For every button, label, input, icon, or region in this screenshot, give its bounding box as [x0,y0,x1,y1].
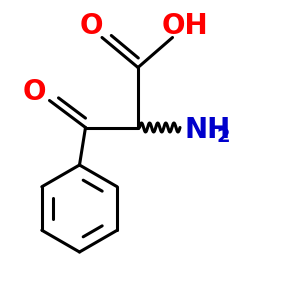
Text: 2: 2 [216,127,230,146]
Text: O: O [23,77,46,106]
Text: O: O [80,11,103,40]
Text: NH: NH [184,116,231,144]
Text: OH: OH [161,12,208,40]
